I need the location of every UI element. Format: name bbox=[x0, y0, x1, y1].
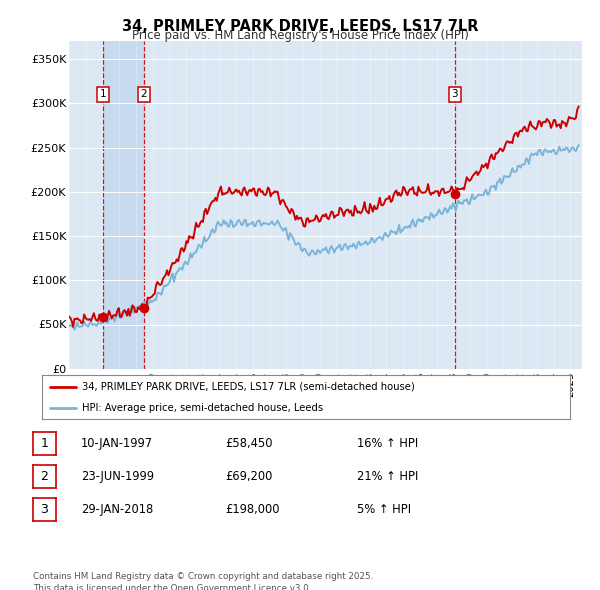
Text: 3: 3 bbox=[451, 90, 458, 99]
Text: 29-JAN-2018: 29-JAN-2018 bbox=[81, 503, 153, 516]
Text: 21% ↑ HPI: 21% ↑ HPI bbox=[357, 470, 418, 483]
Text: 1: 1 bbox=[40, 437, 49, 450]
Text: Contains HM Land Registry data © Crown copyright and database right 2025.
This d: Contains HM Land Registry data © Crown c… bbox=[33, 572, 373, 590]
Text: Price paid vs. HM Land Registry's House Price Index (HPI): Price paid vs. HM Land Registry's House … bbox=[131, 30, 469, 42]
Text: 34, PRIMLEY PARK DRIVE, LEEDS, LS17 7LR: 34, PRIMLEY PARK DRIVE, LEEDS, LS17 7LR bbox=[122, 19, 478, 34]
Text: £198,000: £198,000 bbox=[225, 503, 280, 516]
Text: 23-JUN-1999: 23-JUN-1999 bbox=[81, 470, 154, 483]
Text: 3: 3 bbox=[40, 503, 49, 516]
Text: £69,200: £69,200 bbox=[225, 470, 272, 483]
Text: 2: 2 bbox=[140, 90, 147, 99]
Text: 1: 1 bbox=[100, 90, 106, 99]
Text: 2: 2 bbox=[40, 470, 49, 483]
Bar bbox=[103, 41, 144, 369]
Text: £58,450: £58,450 bbox=[225, 437, 272, 450]
Text: HPI: Average price, semi-detached house, Leeds: HPI: Average price, semi-detached house,… bbox=[82, 403, 323, 413]
Text: 34, PRIMLEY PARK DRIVE, LEEDS, LS17 7LR (semi-detached house): 34, PRIMLEY PARK DRIVE, LEEDS, LS17 7LR … bbox=[82, 382, 415, 392]
Text: 10-JAN-1997: 10-JAN-1997 bbox=[81, 437, 153, 450]
Text: 5% ↑ HPI: 5% ↑ HPI bbox=[357, 503, 411, 516]
Text: 16% ↑ HPI: 16% ↑ HPI bbox=[357, 437, 418, 450]
